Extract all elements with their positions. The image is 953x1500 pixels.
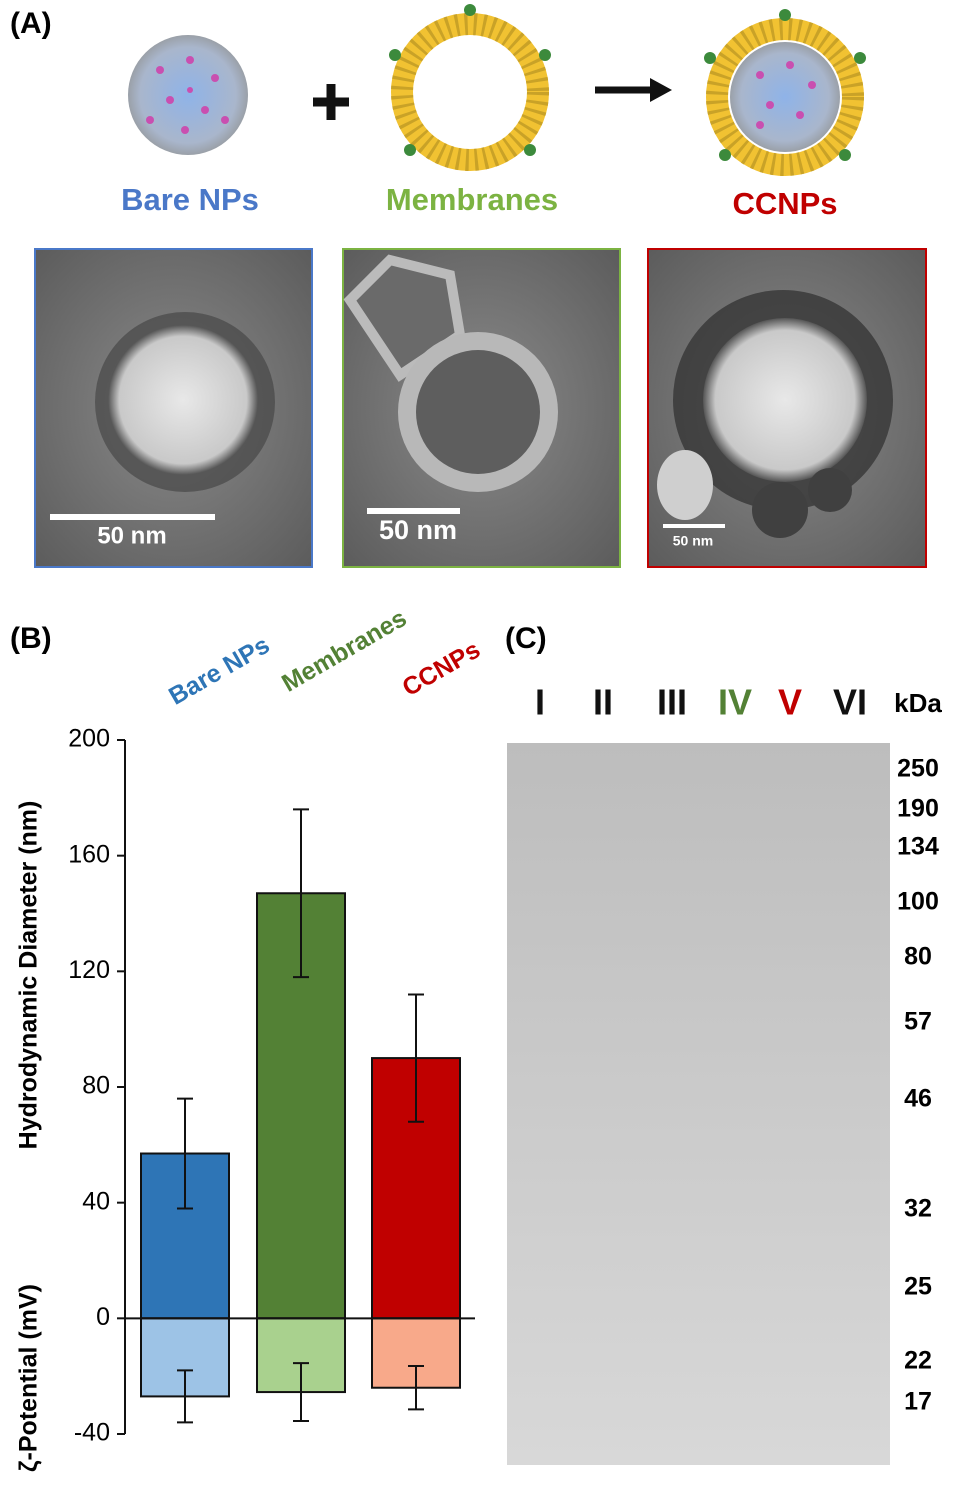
- error-bar: [408, 993, 424, 1123]
- error-bar: [177, 1369, 193, 1424]
- error-bar: [177, 1097, 193, 1210]
- marker-label: 100: [897, 888, 939, 916]
- panel-label: (C): [505, 622, 547, 655]
- category-label: CCNPs: [398, 635, 485, 702]
- marker-label: 17: [904, 1388, 932, 1416]
- marker-label: 134: [897, 833, 939, 861]
- lane-label: IV: [718, 682, 752, 723]
- y-tick-label: 40: [82, 1187, 110, 1215]
- lane-label: II: [593, 682, 613, 723]
- marker-label: 190: [897, 795, 939, 823]
- lane-label: III: [657, 682, 687, 723]
- scale-bar-label: 50 nm: [379, 515, 457, 545]
- y-axis-label: Hydrodynamic Diameter (nm): [15, 801, 43, 1150]
- schematic-label: CCNPs: [732, 186, 837, 221]
- panel-label: (B): [10, 622, 52, 655]
- y-tick-label: 120: [68, 956, 110, 984]
- category-label: Membranes: [277, 604, 411, 698]
- panel-label: (A): [10, 7, 52, 40]
- y-axis-label: ζ-Potential (mV): [15, 1284, 43, 1472]
- category-label: Bare NPs: [164, 631, 274, 711]
- error-bar: [293, 1362, 309, 1422]
- schematic-label: Bare NPs: [121, 182, 259, 217]
- schematic: [128, 4, 866, 176]
- y-tick-label: 200: [68, 725, 110, 753]
- lane-label: V: [778, 682, 802, 723]
- scale-bar-label: 50 nm: [97, 522, 166, 549]
- marker-label: 22: [904, 1347, 932, 1375]
- marker-label: 32: [904, 1195, 932, 1223]
- lane-label: I: [535, 682, 545, 723]
- y-tick-label: 80: [82, 1072, 110, 1100]
- y-tick-label: -40: [74, 1419, 110, 1447]
- scale-bar-label: 50 nm: [673, 533, 713, 549]
- y-tick-label: 0: [96, 1303, 110, 1331]
- error-bar: [293, 808, 309, 979]
- error-bar: [408, 1365, 424, 1411]
- unit-label: kDa: [894, 688, 942, 718]
- marker-label: 80: [904, 943, 932, 971]
- tem-image: [34, 248, 927, 568]
- scale-bar: [50, 508, 725, 528]
- gel-image: [507, 743, 890, 1465]
- marker-label: 250: [897, 755, 939, 783]
- marker-label: 57: [904, 1008, 932, 1036]
- schematic-label: Membranes: [386, 182, 558, 217]
- lane-label: VI: [833, 682, 867, 723]
- marker-label: 46: [904, 1085, 932, 1113]
- marker-label: 25: [904, 1273, 932, 1301]
- y-tick-label: 160: [68, 840, 110, 868]
